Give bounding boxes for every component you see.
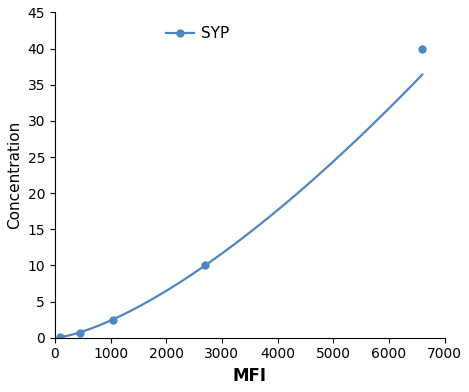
Legend: SYP: SYP <box>160 20 235 47</box>
Y-axis label: Concentration: Concentration <box>7 121 22 229</box>
X-axis label: MFI: MFI <box>233 367 267 385</box>
